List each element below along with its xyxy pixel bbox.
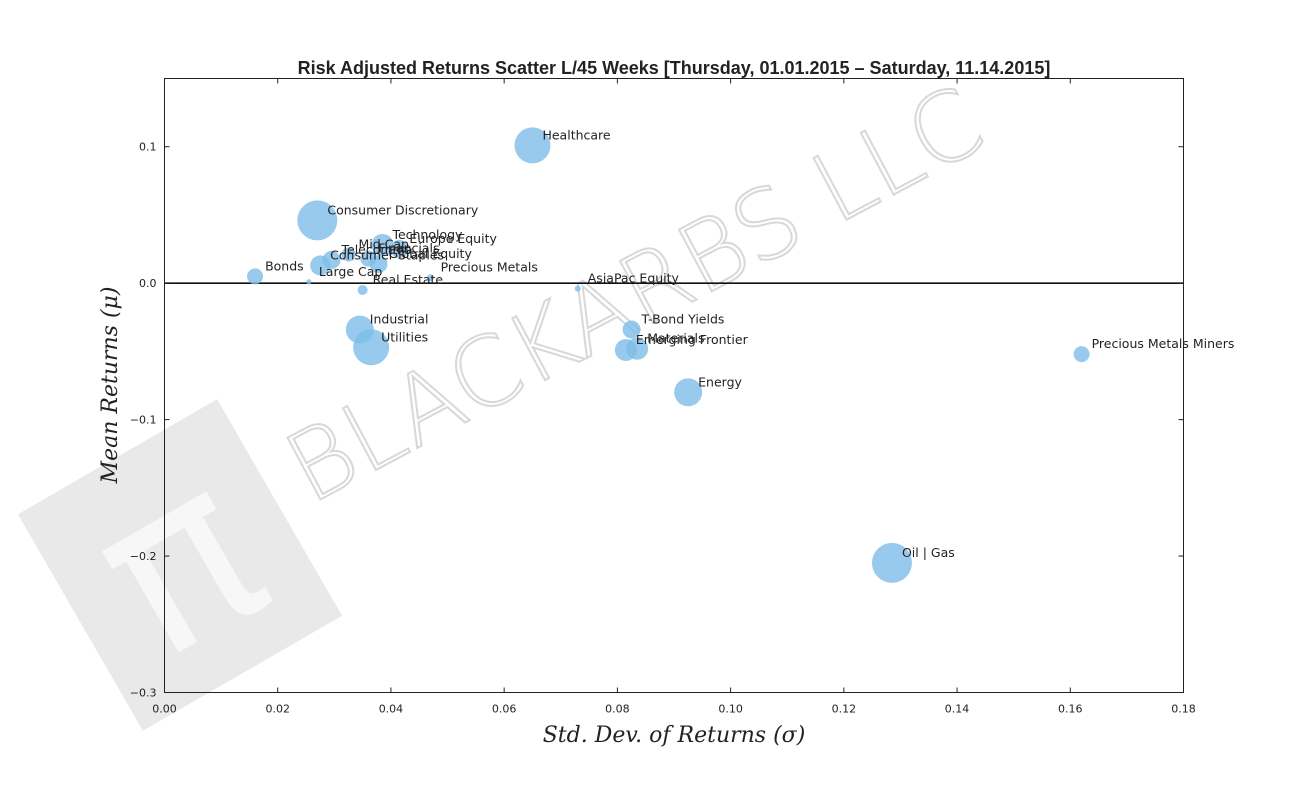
x-tick-label: 0.14 (945, 703, 970, 716)
point-label: Precious Metals Miners (1092, 336, 1235, 351)
scatter-point (310, 255, 331, 276)
chart-title: Risk Adjusted Returns Scatter L/45 Weeks… (298, 58, 1051, 78)
scatter-point (514, 127, 551, 164)
point-label: Precious Metals (441, 260, 538, 275)
points-layer (247, 127, 1090, 583)
watermark-text: BLACKARBS LLC (268, 65, 1000, 525)
x-tick-label: 0.08 (605, 703, 630, 716)
scatter-point (297, 200, 338, 241)
point-label: Bonds (265, 258, 304, 273)
point-label: Energy (698, 374, 742, 389)
point-label: Consumer Staples (330, 247, 444, 262)
point-label: Consumer Discretionary (327, 202, 478, 217)
x-tick-label: 0.04 (379, 703, 404, 716)
scatter-point (674, 378, 703, 407)
scatter-point (369, 255, 388, 274)
point-label: AsiaPac Equity (588, 271, 680, 286)
point-label: Technology (391, 227, 463, 242)
plot-frame (164, 78, 1184, 693)
point-label: Industrial (370, 312, 429, 327)
y-axis-label: Mean Returns (μ) (98, 287, 123, 485)
scatter-point (574, 285, 581, 292)
ticks-layer: 0.00 0.02 0.04 0.06 0.08 0.10 0.12 0.14 0.16 0.18… (130, 78, 1196, 716)
y-tick-label: −0.2 (130, 550, 157, 563)
point-labels-layer: Healthcare Consumer Discretionary Technolo… (265, 127, 1234, 560)
x-tick-label: 0.02 (265, 703, 290, 716)
scatter-point (247, 268, 264, 285)
y-tick-label: 0.0 (139, 277, 157, 290)
y-tick-label: 0.1 (139, 141, 157, 154)
x-tick-label: 0.16 (1058, 703, 1083, 716)
scatter-point (871, 542, 912, 583)
scatter-point (357, 284, 368, 295)
point-label: Healthcare (542, 127, 610, 142)
y-tick-label: −0.3 (130, 687, 157, 700)
point-label: Emerging Frontier (636, 332, 749, 347)
y-tick-label: −0.1 (130, 414, 157, 427)
point-label: Materials (647, 331, 704, 346)
point-label: Mid Cap (358, 237, 409, 252)
scatter-point (614, 339, 637, 362)
point-label: Global Equity (388, 246, 472, 261)
x-tick-label: 0.00 (152, 703, 177, 716)
scatter-point (427, 274, 435, 282)
x-tick-label: 0.12 (832, 703, 857, 716)
point-label: Europe Equity (409, 231, 497, 246)
point-label: Oil | Gas (902, 545, 955, 560)
point-label: Utilities (381, 329, 428, 344)
scatter-point (1073, 346, 1090, 363)
point-label: Financials (378, 241, 439, 256)
scatter-point (306, 279, 312, 285)
point-label: T-Bond Yields (641, 312, 725, 327)
scatter-point (390, 240, 409, 259)
x-tick-label: 0.18 (1171, 703, 1196, 716)
point-label: Real Estate (373, 272, 444, 287)
x-tick-label: 0.06 (492, 703, 517, 716)
scatter-point (341, 247, 356, 262)
scatter-point (371, 233, 394, 256)
scatter-point (353, 329, 390, 366)
x-axis-label: Std. Dev. of Returns (σ) (543, 723, 806, 748)
x-tick-label: 0.10 (718, 703, 743, 716)
scatter-point (622, 320, 641, 339)
point-label: Telecomms (341, 242, 412, 257)
point-label: Large Cap (319, 264, 383, 279)
